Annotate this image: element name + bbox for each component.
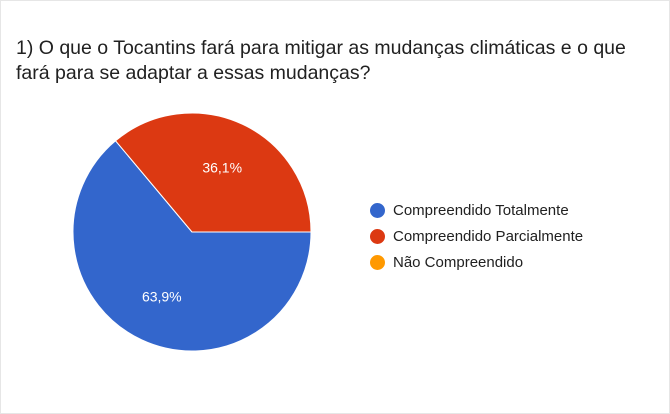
legend-item-compreendido-totalmente[interactable]: Compreendido Totalmente: [370, 197, 583, 223]
legend: Compreendido Totalmente Compreendido Par…: [370, 197, 583, 275]
legend-item-nao-compreendido[interactable]: Não Compreendido: [370, 249, 583, 275]
legend-label: Não Compreendido: [393, 253, 524, 271]
slice-label-0: 63,9%: [142, 289, 182, 305]
legend-item-compreendido-parcialmente[interactable]: Compreendido Parcialmente: [370, 223, 583, 249]
legend-label: Compreendido Totalmente: [393, 201, 569, 219]
chart-title: 1) O que o Tocantins fará para mitigar a…: [16, 37, 626, 84]
legend-label: Compreendido Parcialmente: [393, 227, 584, 245]
slice-label-1: 36,1%: [202, 159, 242, 175]
pie-slice-0[interactable]: [72, 140, 312, 352]
pie-slice-1[interactable]: [114, 112, 312, 233]
legend-swatch: [370, 228, 385, 244]
legend-swatch: [370, 202, 385, 218]
legend-swatch: [370, 254, 385, 270]
